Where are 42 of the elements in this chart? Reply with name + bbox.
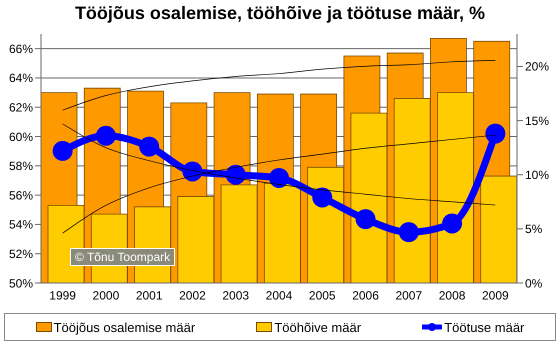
chart-title: Tööjõus osalemise, tööhõive ja töötuse määr, % <box>74 2 486 25</box>
point <box>139 136 160 157</box>
x-tick-label: 2001 <box>136 288 163 303</box>
y-tick-label: 50% <box>8 276 34 290</box>
y-tick-label: 64% <box>8 71 34 86</box>
y-tick-label: 56% <box>8 188 34 202</box>
x-tick-label: 2007 <box>395 288 422 303</box>
point <box>96 126 116 146</box>
point <box>226 164 246 185</box>
x-tick-label: 2002 <box>179 288 206 303</box>
y2-tick-label: 10% <box>525 168 550 182</box>
x-tick-label: 1999 <box>49 288 76 303</box>
point <box>356 209 376 230</box>
line-series <box>62 60 496 111</box>
x-tick-label: 2006 <box>352 288 380 303</box>
x-tick-label: 2009 <box>482 288 510 303</box>
point <box>182 161 202 182</box>
x-tick-label: 2005 <box>308 288 336 303</box>
y-tick-label: 62% <box>8 100 34 114</box>
y-tick-label: 60% <box>8 130 34 144</box>
legend-label: Tööjõus osalemise määr <box>52 320 196 334</box>
legend-label: Tööhõive määr <box>273 320 362 334</box>
y-tick-label: 66% <box>8 42 34 56</box>
point <box>442 213 462 234</box>
point <box>269 168 289 188</box>
x-tick-label: 2000 <box>92 288 120 303</box>
x-tick-label: 2003 <box>222 288 250 303</box>
x-tick-label: 2008 <box>438 288 466 303</box>
point <box>398 222 419 242</box>
y2-tick-label: 15% <box>525 114 550 128</box>
point <box>312 187 332 208</box>
y-tick-label: 52% <box>8 246 34 261</box>
point <box>52 140 73 161</box>
x-tick-label: 2004 <box>266 288 293 303</box>
legend-label: Töötuse määr <box>443 320 524 334</box>
y2-tick-label: 0% <box>525 276 543 290</box>
y2-tick-label: 20% <box>525 60 550 74</box>
y2-tick-label: 5% <box>525 222 543 236</box>
y-tick-label: 54% <box>8 218 34 232</box>
point <box>485 124 506 144</box>
y-tick-label: 58% <box>8 159 34 174</box>
annotation: © Tõnu Toompark <box>70 248 176 266</box>
